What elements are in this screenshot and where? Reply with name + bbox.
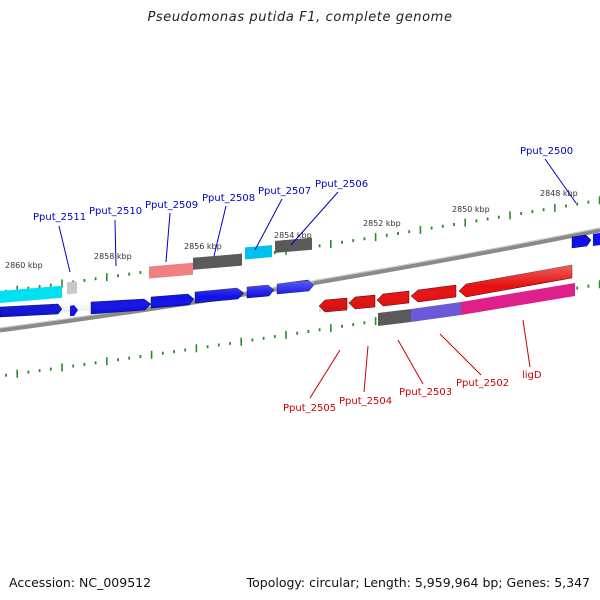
label-pput-2511[interactable]: Pput_2511 xyxy=(33,212,86,223)
label-pput-2500[interactable]: Pput_2500 xyxy=(520,146,573,157)
cat-pput-2509 xyxy=(149,262,193,279)
scale-label-2850: 2850 kbp xyxy=(452,205,490,214)
cat-pput-2502 xyxy=(411,302,461,322)
forward-category-row xyxy=(0,237,312,303)
leader-pput-2509 xyxy=(165,212,171,263)
cat-pput-2503 xyxy=(378,309,411,326)
label-pput-2503[interactable]: Pput_2503 xyxy=(399,387,452,398)
reverse-row-shade xyxy=(319,265,572,312)
leader-pput-2504 xyxy=(363,345,369,393)
reverse-gene-row xyxy=(318,264,573,313)
label-pput-2509[interactable]: Pput_2509 xyxy=(145,200,198,211)
leader-pput-2508 xyxy=(213,205,227,257)
gene-pput-2500-arrow[interactable] xyxy=(571,234,592,249)
forward-gene-row xyxy=(0,233,600,318)
leader-pput-2503 xyxy=(397,339,424,385)
scale-label-2858: 2858 kbp xyxy=(94,252,132,261)
leader-pput-2500 xyxy=(544,158,577,204)
scale-label-2856: 2856 kbp xyxy=(184,242,222,251)
label-pput-2508[interactable]: Pput_2508 xyxy=(202,193,255,204)
cat-pput-2511 xyxy=(0,285,62,303)
map-title: Pseudomonas putida F1, complete genome xyxy=(147,10,453,25)
scale-label-2854: 2854 kbp xyxy=(274,231,312,240)
label-ligd[interactable]: ligD xyxy=(522,370,542,381)
cat-ligd xyxy=(461,283,575,315)
label-pput-2502[interactable]: Pput_2502 xyxy=(456,378,509,389)
leader-pput-2505 xyxy=(309,349,341,399)
scale-label-2848: 2848 kbp xyxy=(540,189,578,198)
gene-pput-2499-arrow[interactable] xyxy=(593,233,600,246)
accession-text: Accession: NC_009512 xyxy=(9,575,152,590)
cat-pput-2506 xyxy=(275,237,312,253)
label-pput-2510[interactable]: Pput_2510 xyxy=(89,206,142,217)
label-pput-2505[interactable]: Pput_2505 xyxy=(283,403,336,414)
label-pput-2506[interactable]: Pput_2506 xyxy=(315,179,368,190)
leader-pput-2506 xyxy=(290,191,339,246)
leader-pput-2502 xyxy=(439,333,482,376)
scale-label-2852: 2852 kbp xyxy=(363,219,401,228)
gene-labels: Pput_2511 Pput_2510 Pput_2509 Pput_2508 … xyxy=(33,146,573,414)
leader-pput-2511 xyxy=(58,225,71,273)
scale-label-2860: 2860 kbp xyxy=(5,261,43,270)
forward-row-shade xyxy=(0,280,314,317)
leader-pput-2507 xyxy=(254,198,283,251)
label-pput-2504[interactable]: Pput_2504 xyxy=(339,396,392,407)
reverse-category-row xyxy=(378,283,575,326)
cat-pput-2508 xyxy=(193,253,242,270)
leader-ligd xyxy=(522,319,531,368)
label-pput-2507[interactable]: Pput_2507 xyxy=(258,186,311,197)
leader-lines xyxy=(58,158,577,399)
cat-pput-2510 xyxy=(67,281,77,295)
leader-pput-2510 xyxy=(114,219,117,267)
cat-pput-2507 xyxy=(245,245,272,260)
genome-summary-text: Topology: circular; Length: 5,959,964 bp… xyxy=(246,575,590,590)
